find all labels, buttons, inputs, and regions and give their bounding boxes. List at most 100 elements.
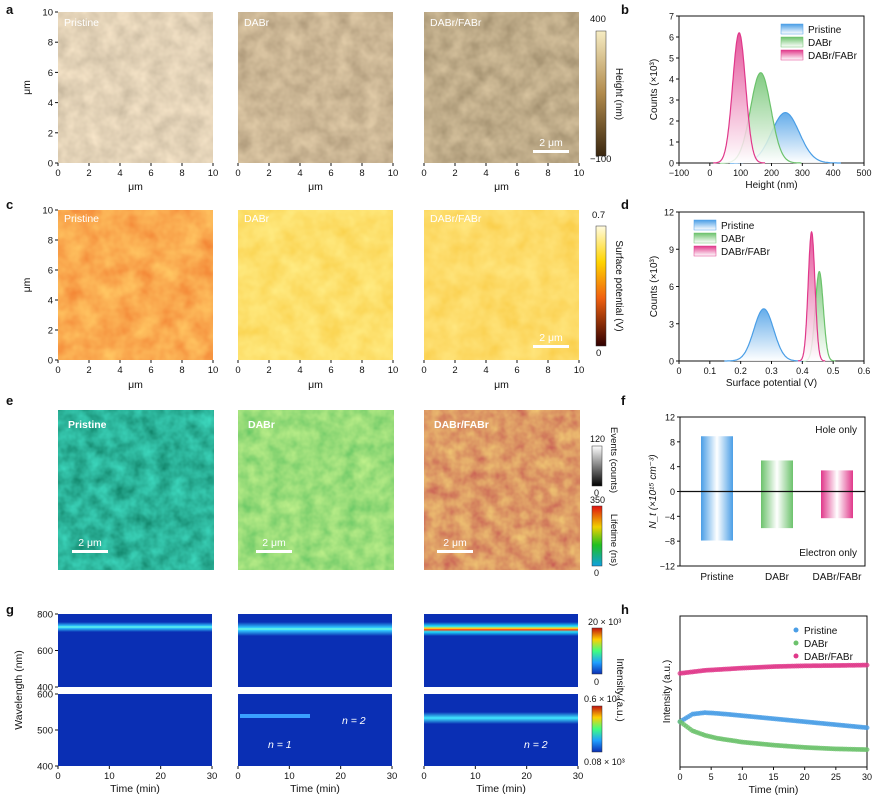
legend-label: Pristine — [804, 626, 838, 637]
legend-label: DABr — [804, 639, 829, 650]
colorbar-potential — [595, 225, 607, 347]
x-tick-label: 10 — [574, 365, 585, 376]
y-tick-label: 400 — [37, 683, 53, 694]
x-axis-label: Height (nm) — [745, 180, 797, 191]
y-tick-label: −4 — [665, 512, 675, 522]
flim-map-2 — [424, 410, 580, 570]
legend-marker — [793, 627, 799, 633]
x-tick-label: 10 — [208, 168, 219, 179]
x-tick-label: 2 — [86, 168, 91, 179]
pl-map-bottom-0 — [58, 694, 212, 766]
data-point-Pristine — [864, 725, 870, 731]
bar-hole-Pristine — [701, 436, 733, 492]
height-map-0 — [58, 12, 213, 163]
histogram-Pristine — [724, 308, 804, 361]
x-tick-label: 0.2 — [734, 366, 747, 376]
y-tick-label: −12 — [660, 562, 675, 572]
bar-hole-DABr — [761, 460, 793, 492]
annotation-hole: Hole only — [815, 425, 857, 436]
y-tick-label: 3 — [669, 319, 674, 329]
x-tick-label: 8 — [359, 168, 364, 179]
x-tick-label: 0 — [421, 771, 426, 782]
colorbar-label: Surface potential (V) — [613, 240, 624, 331]
height-map-2 — [424, 12, 579, 163]
x-tick-label: 0 — [55, 168, 60, 179]
y-tick-label: 0 — [48, 159, 53, 170]
bar-electron-Pristine — [701, 491, 733, 541]
x-tick-label: 0.1 — [704, 366, 717, 376]
y-tick-label: 0 — [670, 487, 675, 497]
legend-label: DABr/FABr — [721, 247, 771, 258]
x-tick-label: 2 — [452, 168, 457, 179]
map-label: Pristine — [64, 213, 99, 225]
x-tick-label: 0 — [421, 168, 426, 179]
x-tick-label: 0 — [421, 365, 426, 376]
histogram-DABr — [803, 271, 836, 361]
histogram-DABr — [720, 72, 802, 163]
x-tick-label: 4 — [483, 365, 488, 376]
map-label: DABr — [244, 213, 270, 225]
legend-label: Pristine — [721, 221, 755, 232]
colorbar-max: 20 × 10³ — [588, 617, 621, 627]
x-tick-label: 0 — [235, 168, 240, 179]
legend-swatch — [780, 36, 804, 48]
annotation-n2: n = 2 — [342, 715, 366, 727]
panel-letter: c — [6, 197, 13, 212]
pl-band-3d — [424, 622, 578, 636]
scale-bar-label: 2 μm — [539, 332, 563, 344]
colorbar-bottom — [591, 705, 603, 753]
x-tick-label: 6 — [328, 168, 333, 179]
y-axis-label: μm — [21, 277, 33, 292]
x-tick-label: 0.3 — [765, 366, 778, 376]
y-tick-label: 500 — [37, 726, 53, 737]
fit-curve-Pristine — [724, 308, 804, 362]
y-tick-label: 4 — [48, 296, 53, 307]
x-tick-label: 8 — [179, 365, 184, 376]
x-tick-label: 0 — [235, 771, 240, 782]
panel-letter: d — [621, 197, 629, 212]
y-tick-label: 6 — [48, 266, 53, 277]
colorbar-events — [591, 445, 603, 487]
panel-letter: b — [621, 2, 629, 17]
x-tick-label: 6 — [148, 168, 153, 179]
map-label: DABr/FABr — [430, 17, 482, 29]
histogram-Pristine — [729, 112, 841, 163]
x-tick-label: 20 — [521, 771, 532, 782]
y-tick-label: 6 — [669, 282, 674, 292]
x-tick-label: 2 — [452, 365, 457, 376]
potential-map-1 — [238, 210, 393, 360]
x-tick-label: 4 — [117, 365, 122, 376]
x-tick-label: 10 — [208, 365, 219, 376]
y-tick-label: 6 — [48, 68, 53, 79]
map-label: Pristine — [68, 419, 107, 431]
fit-curve-DABr/FABr — [797, 230, 826, 362]
x-tick-label: 8 — [545, 365, 550, 376]
y-axis-label: Counts (×10³) — [649, 59, 660, 120]
x-tick-label: 2 — [86, 365, 91, 376]
scale-bar — [533, 150, 569, 153]
x-tick-label: 0 — [677, 772, 682, 782]
x-tick-label: 30 — [573, 771, 584, 782]
colorbar-max: 350 — [590, 495, 605, 505]
x-tick-label: 0.5 — [827, 366, 840, 376]
annotation-electron: Electron only — [799, 548, 857, 559]
colorbar-label: Height (nm) — [613, 68, 624, 120]
x-tick-label: −100 — [669, 168, 689, 178]
x-tick-label: 6 — [514, 365, 519, 376]
x-tick-label: 6 — [148, 365, 153, 376]
x-axis-label: μm — [494, 379, 509, 391]
y-tick-label: 400 — [37, 762, 53, 773]
x-tick-label: 15 — [768, 772, 778, 782]
map-label: DABr — [248, 419, 275, 431]
map-label: DABr — [244, 17, 270, 29]
x-tick-label: 0 — [707, 168, 712, 178]
x-tick-label: 2 — [266, 168, 271, 179]
y-tick-label: 12 — [665, 413, 675, 423]
x-tick-label: 10 — [388, 168, 399, 179]
y-axis-label: Intensity (a.u.) — [662, 660, 673, 723]
y-tick-label: 6 — [669, 33, 674, 43]
x-tick-label: 20 — [800, 772, 810, 782]
x-axis-label: Time (min) — [110, 783, 160, 795]
x-tick-label: 8 — [179, 168, 184, 179]
colorbar-min: 0 — [594, 488, 599, 498]
